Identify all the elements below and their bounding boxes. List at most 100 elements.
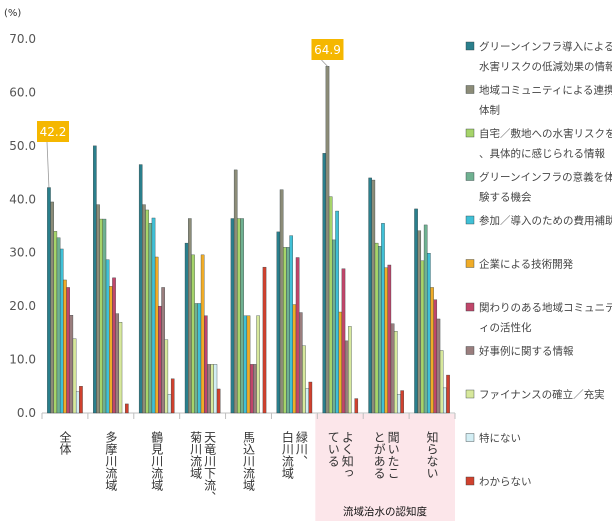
bar <box>390 323 395 414</box>
bar <box>79 386 83 414</box>
bar <box>213 364 218 414</box>
legend-swatch <box>465 346 475 355</box>
y-tick-label: 40.0 <box>9 192 36 206</box>
legend-swatch <box>465 259 475 268</box>
x-category-label: 聞いたこ <box>386 431 400 479</box>
bar <box>138 164 143 414</box>
bar <box>148 223 153 414</box>
legend-swatch <box>465 433 475 442</box>
bar <box>302 345 306 414</box>
y-tick-label: 50.0 <box>9 139 36 153</box>
bar <box>56 237 61 414</box>
bar <box>381 223 385 414</box>
bar <box>170 378 175 414</box>
bar <box>292 304 297 414</box>
legend-label: 自宅／敷地への水害リスクを <box>479 127 612 140</box>
legend-swatch <box>465 85 475 94</box>
bar <box>167 394 172 414</box>
bar <box>243 315 248 414</box>
bar <box>164 339 169 414</box>
bar <box>102 218 107 414</box>
y-tick-label: 60.0 <box>9 85 36 99</box>
bar <box>63 279 67 414</box>
legend-label: グリーンインフラの意義を体 <box>479 171 612 184</box>
bar <box>305 388 309 414</box>
bar <box>112 277 116 414</box>
bar <box>161 287 165 414</box>
bar <box>368 177 372 414</box>
bar <box>420 260 425 414</box>
bar <box>109 286 113 414</box>
legend-label: 地域コミュニティによる連携 <box>479 84 612 97</box>
legend-label: 企業による技術開発 <box>479 258 574 271</box>
bar <box>374 242 379 414</box>
bar <box>96 204 100 414</box>
bar <box>384 267 388 414</box>
value-callout-box <box>311 39 344 60</box>
bar <box>414 208 418 414</box>
y-tick-label: 10.0 <box>9 353 36 367</box>
legend-label: わからない <box>479 476 532 488</box>
bar <box>158 305 162 414</box>
bar <box>47 187 51 414</box>
bar <box>151 217 156 414</box>
legend-label: ファイナンスの確立／充実 <box>479 388 605 401</box>
x-category-label: 鶴見川流域 <box>150 430 164 491</box>
bar <box>371 179 376 414</box>
legend-label: 体制 <box>479 104 500 117</box>
bar <box>233 169 238 414</box>
bar <box>50 201 54 414</box>
value-callout-box <box>37 121 69 142</box>
legend-label: 水害リスクの低減効果の情報 <box>479 60 612 73</box>
bar <box>75 391 80 414</box>
bar <box>125 403 129 414</box>
y-tick-label: 20.0 <box>9 299 36 313</box>
legend-swatch <box>465 302 475 312</box>
bar <box>341 268 346 414</box>
bar <box>210 364 214 414</box>
bar <box>115 313 120 414</box>
legend-swatch <box>465 41 475 51</box>
callout-leader <box>46 141 50 188</box>
bar <box>289 235 293 414</box>
bar <box>332 239 336 414</box>
bar <box>53 231 58 414</box>
bar <box>295 257 300 414</box>
bar <box>262 266 267 414</box>
legend-swatch <box>465 128 475 138</box>
group-axis-label: 流域治水の認知度 <box>343 505 427 518</box>
x-category-label: 馬込川流域 <box>242 431 256 491</box>
bar <box>308 381 313 414</box>
bar <box>400 390 404 414</box>
bar <box>105 259 110 414</box>
x-category-label: 白川流域 <box>280 430 294 479</box>
bar <box>427 253 431 414</box>
legend-swatch <box>465 389 475 399</box>
bar <box>436 318 441 414</box>
bar <box>299 312 303 414</box>
legend-label: 好事例に関する情報 <box>479 345 574 358</box>
legend-label: 、具体的に感じられる情報 <box>479 147 605 160</box>
bar <box>216 388 221 414</box>
bar <box>191 254 195 414</box>
legend-swatch <box>465 215 475 225</box>
bar <box>286 247 290 414</box>
bar <box>377 246 382 414</box>
bar <box>59 248 64 414</box>
bar <box>276 231 281 414</box>
bar <box>207 364 211 414</box>
x-category-label: 知らない <box>425 431 439 479</box>
group-background <box>315 414 455 521</box>
bar <box>142 204 146 414</box>
bar <box>397 394 401 414</box>
bar <box>417 230 422 414</box>
bar <box>72 338 77 414</box>
bar <box>154 256 159 414</box>
bar <box>279 189 284 414</box>
bar <box>99 218 104 414</box>
bar <box>338 311 343 414</box>
bar <box>387 264 392 414</box>
bar <box>237 218 241 414</box>
bar <box>249 364 254 414</box>
